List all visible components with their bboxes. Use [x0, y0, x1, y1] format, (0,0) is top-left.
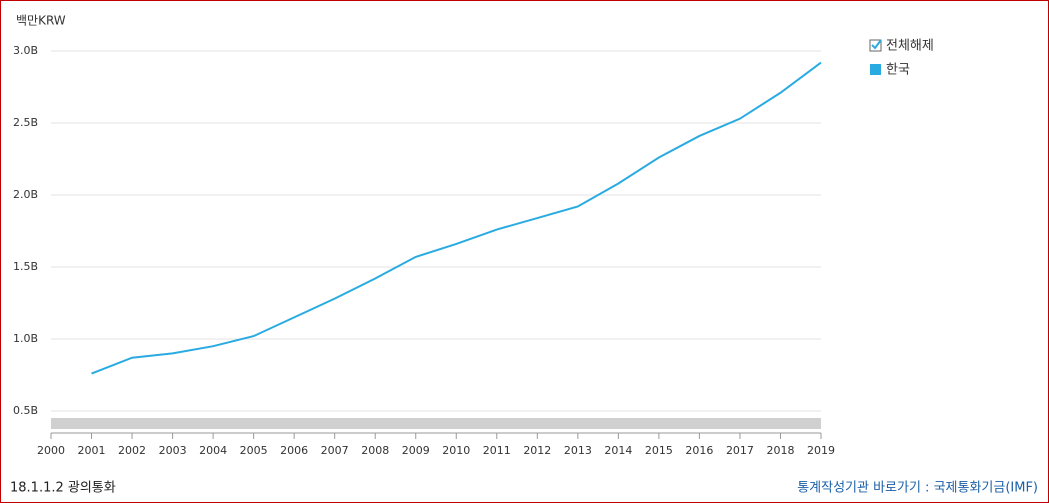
x-tick-label: 2007 [321, 444, 349, 457]
y-tick-label: 1.0B [13, 332, 38, 345]
x-tick-label: 2001 [78, 444, 106, 457]
y-tick-label: 2.5B [13, 116, 38, 129]
legend-swatch [870, 64, 881, 75]
x-tick-label: 2010 [442, 444, 470, 457]
x-tick-label: 2004 [199, 444, 227, 457]
x-tick-label: 2012 [523, 444, 551, 457]
source-link[interactable]: 통계작성기관 바로가기 : 국제통화기금(IMF) [797, 481, 1038, 496]
y-tick-label: 2.0B [13, 188, 38, 201]
x-tick-label: 2000 [37, 444, 65, 457]
y-axis-label: 백만KRW [16, 14, 66, 28]
line-series [91, 61, 822, 375]
x-tick-label: 2019 [807, 444, 835, 457]
scrollbar[interactable] [51, 418, 821, 429]
legend-toggle[interactable]: 전체해제 [869, 39, 934, 54]
x-tick-label: 2016 [685, 444, 713, 457]
x-tick-label: 2011 [483, 444, 511, 457]
checkbox[interactable] [869, 39, 882, 52]
x-tick-label: 2005 [240, 444, 268, 457]
legend-label[interactable]: 한국 [886, 63, 910, 78]
x-tick-label: 2006 [280, 444, 308, 457]
y-tick-label: 3.0B [13, 44, 38, 57]
x-tick-label: 2018 [766, 444, 794, 457]
x-tick-label: 2013 [564, 444, 592, 457]
y-tick-label: 0.5B [13, 404, 38, 417]
x-tick-label: 2015 [645, 444, 673, 457]
y-tick-label: 1.5B [13, 260, 38, 273]
x-tick-label: 2009 [402, 444, 430, 457]
check-mark [871, 39, 882, 50]
x-tick-label: 2003 [159, 444, 187, 457]
x-tick-label: 2014 [604, 444, 632, 457]
x-tick-label: 2002 [118, 444, 146, 457]
x-tick-label: 2017 [726, 444, 754, 457]
footer-title: 18.1.1.2 광의통화 [10, 481, 116, 496]
x-tick-label: 2008 [361, 444, 389, 457]
legend-toggle-label[interactable]: 전체해제 [886, 39, 934, 54]
